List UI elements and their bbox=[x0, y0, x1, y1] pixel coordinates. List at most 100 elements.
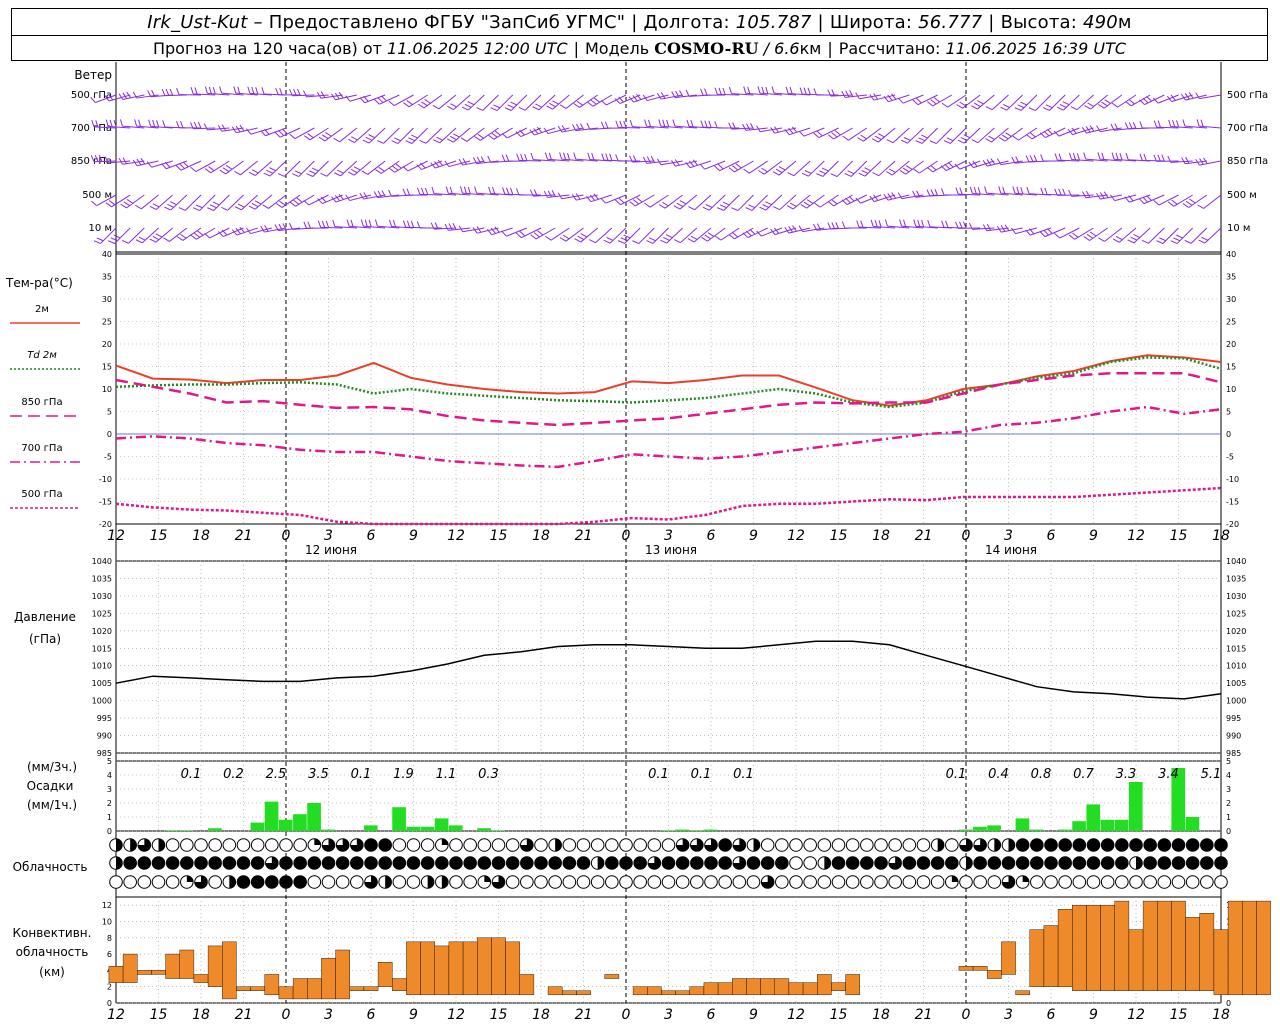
wind-barb-feather bbox=[421, 101, 428, 107]
wind-barb-feather bbox=[732, 165, 739, 171]
wind-barb-feather bbox=[417, 103, 425, 109]
wind-barb-feather bbox=[388, 189, 392, 197]
wind-barb-feather bbox=[954, 163, 961, 170]
wind-barb-feather bbox=[363, 192, 368, 199]
y-tick-label: 1015 bbox=[92, 644, 112, 653]
wind-barb-feather bbox=[480, 156, 485, 163]
wind-barb-feather bbox=[136, 158, 142, 166]
wind-barb-feather bbox=[275, 203, 283, 208]
wind-barb-feather bbox=[845, 197, 851, 204]
cloud-fill bbox=[520, 856, 534, 870]
wind-barb-feather bbox=[1201, 236, 1209, 241]
wind-barb-feather bbox=[784, 227, 790, 234]
wind-barb-feather bbox=[873, 194, 879, 201]
precip-total-label: 0.2 bbox=[223, 767, 244, 782]
cloud-symbol bbox=[534, 838, 548, 852]
wind-barb bbox=[434, 193, 457, 196]
cloud-fill bbox=[237, 856, 250, 870]
wind-barb bbox=[704, 160, 726, 170]
cloud-symbol bbox=[987, 875, 1002, 889]
wind-barb-feather bbox=[353, 166, 361, 171]
wind-barb-feather bbox=[858, 172, 866, 177]
wind-barb-feather bbox=[982, 160, 988, 167]
wind-barb-feather bbox=[690, 235, 698, 240]
wind-barb-feather bbox=[606, 237, 614, 241]
wind-barb-feather bbox=[632, 240, 639, 245]
wind-barb-feather bbox=[1085, 126, 1091, 133]
wind-barb bbox=[1100, 127, 1122, 133]
precip-bar bbox=[703, 829, 718, 831]
x-tick-label: 3 bbox=[664, 1007, 673, 1023]
wind-barb-feather bbox=[1000, 106, 1007, 111]
precip-bar bbox=[208, 828, 222, 831]
y-tick-label: -15 bbox=[1226, 498, 1239, 507]
cloud-symbol bbox=[945, 838, 959, 852]
cloud-fill bbox=[484, 875, 491, 882]
wind-barb-feather bbox=[658, 204, 666, 209]
cloud-fill bbox=[1101, 838, 1114, 852]
wind-barb-feather bbox=[803, 201, 811, 207]
wind-barb-feather bbox=[334, 172, 341, 177]
cloud-fill bbox=[449, 856, 463, 870]
wind-barb-feather bbox=[834, 130, 841, 136]
wind-barb-feather bbox=[122, 92, 128, 99]
precip-bar bbox=[321, 829, 336, 831]
wind-barb-feather bbox=[138, 236, 146, 241]
wind-barb-feather bbox=[1125, 101, 1132, 107]
wind-barb-feather bbox=[373, 98, 380, 105]
wind-barb-feather bbox=[1097, 152, 1101, 160]
cloud-fill bbox=[874, 856, 888, 870]
cloud-fill bbox=[393, 856, 406, 870]
wind-barb-feather bbox=[1195, 92, 1200, 99]
precip-bar bbox=[1072, 821, 1086, 831]
precip-total-label: 0.4 bbox=[988, 767, 1009, 782]
wind-barb-feather bbox=[170, 201, 177, 206]
wind-barb-feather bbox=[1017, 104, 1025, 109]
conv-bar bbox=[363, 986, 379, 991]
cloud-fill bbox=[1058, 856, 1072, 870]
date-label: 14 июня bbox=[985, 543, 1037, 557]
wind-barb-feather bbox=[113, 120, 117, 128]
wind-barb bbox=[1059, 227, 1080, 239]
wind-barb-feather bbox=[996, 225, 1002, 233]
wind-barb-feather bbox=[1167, 155, 1172, 163]
x-tick-label: 15 bbox=[1170, 1007, 1188, 1023]
wind-barb-feather bbox=[1089, 125, 1095, 132]
cloud-fill bbox=[1115, 838, 1129, 852]
wind-barb bbox=[878, 160, 896, 177]
cloud-fill bbox=[1101, 856, 1114, 870]
wind-barb-feather bbox=[1128, 195, 1134, 202]
cloud-fill bbox=[1044, 838, 1058, 852]
wind-barb-feather bbox=[1002, 134, 1009, 140]
wind-barb-feather bbox=[189, 122, 194, 129]
wind-barb-feather bbox=[1198, 239, 1206, 244]
wind-barb-feather bbox=[235, 228, 241, 235]
wind-barb bbox=[720, 227, 740, 241]
pressure-unit: (гПа) bbox=[29, 632, 61, 646]
latitude-label: Широта: bbox=[829, 11, 913, 33]
wind-barb-feather bbox=[431, 186, 435, 194]
wind-barb-feather bbox=[282, 223, 287, 230]
wind-barb-feather bbox=[878, 220, 882, 228]
wind-barb bbox=[647, 94, 669, 102]
wind-barb-feather bbox=[671, 160, 676, 167]
wind-barb bbox=[959, 160, 981, 170]
cloud-fill bbox=[1087, 838, 1100, 852]
wind-barb-feather bbox=[1195, 158, 1200, 166]
wind-barb-feather bbox=[685, 161, 691, 169]
wind-barb-feather bbox=[1141, 239, 1149, 244]
wind-barb-feather bbox=[467, 186, 471, 194]
cloud-symbol bbox=[491, 838, 506, 852]
series-line bbox=[115, 356, 1222, 409]
y-tick-label: -20 bbox=[99, 520, 112, 529]
wind-barb-feather bbox=[1012, 135, 1019, 141]
wind-barb-feather bbox=[345, 194, 351, 201]
conv-bar bbox=[335, 949, 350, 1000]
wind-barb bbox=[694, 194, 712, 211]
wind-barb-feather bbox=[1128, 122, 1133, 130]
wind-barb-feather bbox=[492, 186, 496, 194]
cloud-symbol bbox=[222, 838, 237, 852]
wind-barb-feather bbox=[1110, 123, 1115, 131]
cloud-symbol bbox=[775, 875, 789, 889]
wind-barb-feather bbox=[1067, 128, 1073, 135]
